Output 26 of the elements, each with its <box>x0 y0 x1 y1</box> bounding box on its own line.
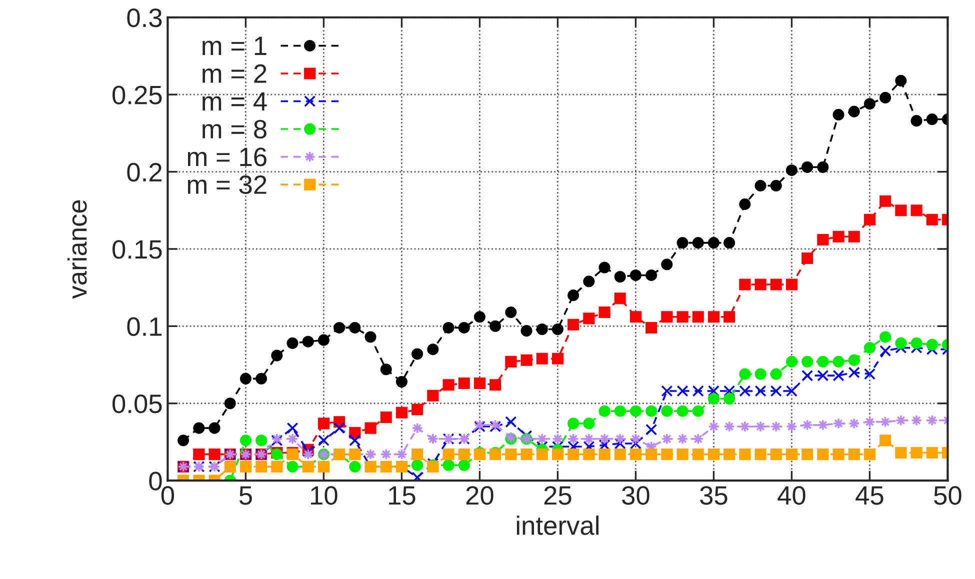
x-tick-label: 35 <box>700 486 728 505</box>
x-tick-label: 10 <box>311 486 338 505</box>
legend-label: m = 2 <box>202 64 266 83</box>
legend-label: m = 16 <box>188 148 266 166</box>
x-tick-label: 0 <box>161 486 174 505</box>
y-tick-label: 0.3 <box>127 8 162 28</box>
x-tick-label: 5 <box>239 486 252 505</box>
x-tick-label: 15 <box>389 486 416 505</box>
y-axis-title: variance <box>67 200 87 299</box>
x-tick-label: 40 <box>778 486 806 505</box>
x-tick-label: 20 <box>466 486 494 505</box>
y-tick-label: 0 <box>149 472 162 490</box>
x-tick-label: 45 <box>856 486 884 505</box>
y-tick-label: 0.25 <box>112 86 162 104</box>
x-tick-label: 50 <box>934 486 962 505</box>
legend-label: m = 8 <box>202 120 266 139</box>
legend-label: m = 1 <box>202 36 266 55</box>
legend-label: m = 4 <box>202 92 267 110</box>
legend-label: m = 32 <box>188 175 266 194</box>
y-tick-label: 0.15 <box>112 240 162 259</box>
x-tick-label: 30 <box>622 486 650 505</box>
y-tick-label: 0.2 <box>127 162 162 182</box>
y-tick-label: 0.1 <box>127 317 162 336</box>
x-tick-label: 25 <box>544 486 572 505</box>
y-tick-label: 0.05 <box>112 394 162 414</box>
x-axis-title: interval <box>516 516 598 535</box>
